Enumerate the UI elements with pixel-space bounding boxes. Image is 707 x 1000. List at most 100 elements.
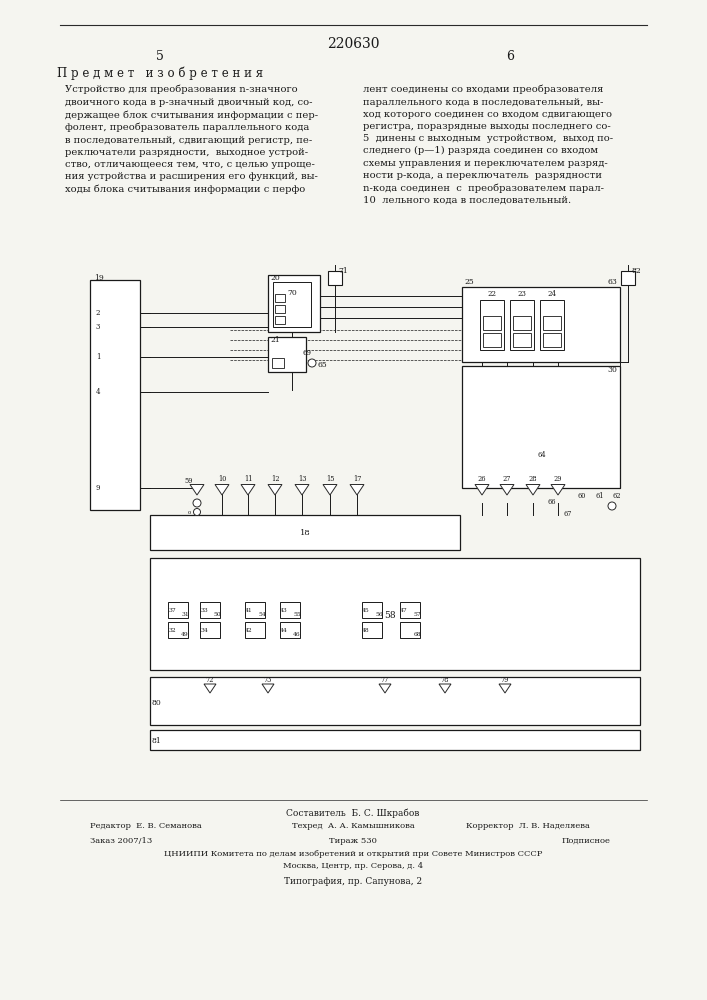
Text: 45: 45: [362, 607, 370, 612]
Text: Тираж 530: Тираж 530: [329, 837, 377, 845]
Bar: [150, 677, 640, 725]
Text: 26: 26: [478, 475, 486, 483]
Bar: [510, 300, 534, 350]
Text: o: o: [187, 510, 191, 514]
Text: 50: 50: [214, 612, 221, 617]
Text: 48: 48: [362, 628, 370, 633]
Bar: [621, 271, 635, 285]
Text: 59: 59: [185, 477, 193, 485]
Text: лент соединены со входами преобразователя
параллельного кода в последовательный,: лент соединены со входами преобразовател…: [363, 85, 613, 205]
Text: Заказ 2007/13: Заказ 2007/13: [90, 837, 152, 845]
Text: 32: 32: [168, 628, 176, 633]
Text: 81: 81: [152, 737, 162, 745]
Text: Корректор  Л. В. Наделяева: Корректор Л. В. Наделяева: [466, 822, 590, 830]
Text: 18: 18: [300, 529, 310, 537]
Circle shape: [193, 499, 201, 507]
Polygon shape: [323, 485, 337, 495]
Text: Москва, Центр, пр. Серова, д. 4: Москва, Центр, пр. Серова, д. 4: [283, 862, 423, 870]
Text: 12: 12: [271, 475, 279, 483]
Polygon shape: [439, 684, 451, 693]
Text: 17: 17: [353, 475, 361, 483]
Bar: [328, 271, 342, 285]
Text: 2: 2: [95, 309, 100, 317]
Text: 47: 47: [400, 607, 408, 612]
Bar: [275, 294, 285, 302]
Polygon shape: [475, 485, 489, 495]
Text: 10: 10: [218, 475, 226, 483]
Bar: [150, 558, 640, 670]
Text: 31: 31: [181, 612, 189, 617]
Bar: [150, 515, 460, 550]
Text: 78: 78: [440, 676, 449, 684]
Bar: [200, 622, 220, 638]
Text: 56: 56: [375, 612, 382, 617]
Text: 42: 42: [245, 628, 253, 633]
Text: 27: 27: [503, 475, 511, 483]
Text: 19: 19: [94, 274, 104, 282]
Text: 30: 30: [607, 366, 617, 374]
Polygon shape: [500, 485, 514, 495]
Bar: [245, 622, 265, 638]
Text: 65: 65: [317, 361, 327, 369]
Text: 9: 9: [95, 484, 100, 492]
Text: 49: 49: [181, 633, 189, 638]
Polygon shape: [499, 684, 511, 693]
Text: 64: 64: [538, 451, 547, 459]
Text: 71: 71: [338, 267, 348, 275]
Text: 28: 28: [529, 475, 537, 483]
Bar: [540, 300, 564, 350]
Text: 72: 72: [206, 676, 214, 684]
Bar: [513, 333, 531, 347]
Bar: [480, 300, 504, 350]
Bar: [90, 280, 140, 510]
Text: 13: 13: [298, 475, 306, 483]
Text: 20: 20: [270, 274, 280, 282]
Text: 79: 79: [501, 676, 509, 684]
Text: 46: 46: [293, 633, 300, 638]
Text: 82: 82: [631, 267, 641, 275]
Text: 68: 68: [414, 633, 421, 638]
Text: 55: 55: [293, 612, 301, 617]
Text: 61: 61: [596, 492, 604, 500]
Text: 34: 34: [200, 628, 208, 633]
Text: 23: 23: [518, 290, 527, 298]
Text: ЦНИИПИ Комитета по делам изобретений и открытий при Совете Министров СССР: ЦНИИПИ Комитета по делам изобретений и о…: [164, 850, 542, 858]
Text: 77: 77: [381, 676, 389, 684]
Polygon shape: [262, 684, 274, 693]
Text: 70: 70: [287, 289, 297, 297]
Bar: [483, 333, 501, 347]
Text: 69: 69: [303, 349, 312, 357]
Text: 4: 4: [95, 388, 100, 396]
Bar: [245, 602, 265, 618]
Bar: [275, 316, 285, 324]
Bar: [268, 275, 320, 332]
Text: 62: 62: [613, 492, 621, 500]
Bar: [400, 622, 420, 638]
Bar: [280, 602, 300, 618]
Text: 37: 37: [168, 607, 176, 612]
Text: 60: 60: [578, 492, 586, 500]
Bar: [280, 622, 300, 638]
Polygon shape: [215, 485, 229, 495]
Text: 58: 58: [384, 610, 396, 619]
Text: 41: 41: [245, 607, 253, 612]
Circle shape: [608, 502, 616, 510]
Polygon shape: [379, 684, 391, 693]
Text: 63: 63: [607, 278, 617, 286]
Text: 33: 33: [200, 607, 208, 612]
Text: Подписное: Подписное: [561, 837, 610, 845]
Bar: [483, 316, 501, 330]
Text: 73: 73: [264, 676, 272, 684]
Polygon shape: [350, 485, 364, 495]
Text: Типография, пр. Сапунова, 2: Типография, пр. Сапунова, 2: [284, 877, 422, 886]
Bar: [150, 730, 640, 750]
Text: 54: 54: [258, 612, 266, 617]
Text: 1: 1: [95, 353, 100, 361]
Text: 66: 66: [548, 498, 556, 506]
Text: 220630: 220630: [327, 37, 379, 51]
Text: 67: 67: [563, 510, 572, 518]
Circle shape: [194, 508, 201, 516]
Bar: [400, 602, 420, 618]
Bar: [543, 316, 561, 330]
Polygon shape: [295, 485, 309, 495]
